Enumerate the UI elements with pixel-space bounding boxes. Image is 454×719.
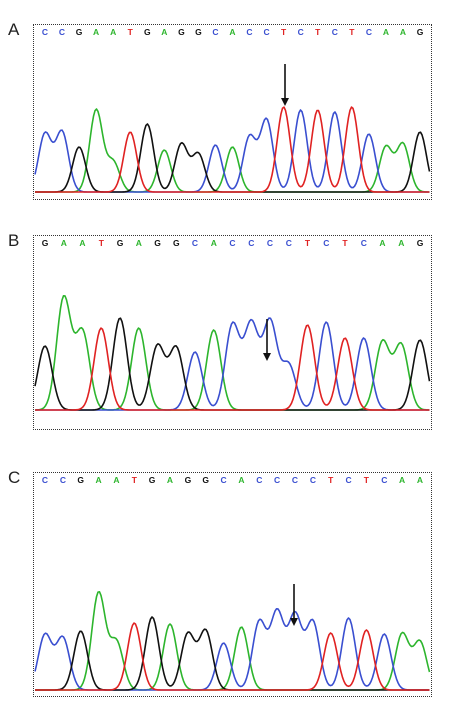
- base-call-label: G: [195, 27, 202, 37]
- base-call-label: G: [76, 27, 83, 37]
- base-call-label: A: [398, 238, 404, 248]
- base-call-label: T: [349, 27, 355, 37]
- base-call-label: C: [264, 27, 270, 37]
- base-call-label: G: [178, 27, 185, 37]
- trace-c: [34, 109, 430, 193]
- base-call-label: T: [305, 238, 311, 248]
- arrow-icon: [290, 618, 298, 626]
- panel-label-a: A: [8, 20, 20, 39]
- trace-a: [35, 108, 430, 193]
- base-call-label: T: [132, 475, 138, 485]
- base-call-label: C: [42, 475, 48, 485]
- base-call-label: A: [93, 27, 99, 37]
- trace-a: [34, 295, 430, 411]
- base-call-label: A: [399, 475, 405, 485]
- base-call-label: C: [248, 238, 254, 248]
- base-call-label: C: [60, 475, 66, 485]
- base-call-label: G: [202, 475, 209, 485]
- base-call-label: A: [136, 238, 142, 248]
- trace-t: [35, 106, 430, 193]
- base-call-label: A: [238, 475, 244, 485]
- base-call-label: A: [417, 475, 423, 485]
- base-call-label: A: [383, 27, 389, 37]
- base-call-label: A: [167, 475, 173, 485]
- base-call-label: C: [42, 27, 48, 37]
- base-call-label: G: [154, 238, 161, 248]
- base-call-label: C: [292, 475, 298, 485]
- base-call-label: T: [364, 475, 370, 485]
- base-call-label: A: [211, 238, 217, 248]
- base-call-label: A: [113, 475, 119, 485]
- trace-t: [35, 324, 430, 411]
- base-call-label: C: [361, 238, 367, 248]
- base-call-label: A: [96, 475, 102, 485]
- base-call-label: C: [286, 238, 292, 248]
- base-call-label: C: [346, 475, 352, 485]
- base-call-label: A: [229, 27, 235, 37]
- base-call-label: G: [144, 27, 151, 37]
- base-call-label: C: [246, 27, 252, 37]
- base-call-label: C: [381, 475, 387, 485]
- base-call-label: G: [42, 238, 49, 248]
- base-call-label: G: [77, 475, 84, 485]
- trace-g: [35, 616, 430, 691]
- panel-b-frame: [33, 235, 432, 430]
- base-call-label: C: [310, 475, 316, 485]
- base-call-label: C: [274, 475, 280, 485]
- base-call-label: C: [229, 238, 235, 248]
- base-call-label: A: [61, 238, 67, 248]
- base-call-label: C: [212, 27, 218, 37]
- panel-label-c: C: [8, 468, 21, 487]
- base-call-label: T: [99, 238, 105, 248]
- base-call-label: C: [256, 475, 262, 485]
- base-call-label: C: [59, 27, 65, 37]
- base-call-label: G: [117, 238, 124, 248]
- panel-a-frame: [33, 24, 432, 200]
- base-call-label: C: [192, 238, 198, 248]
- base-call-label: A: [161, 27, 167, 37]
- base-call-label: A: [379, 238, 385, 248]
- base-call-label: T: [315, 27, 321, 37]
- base-call-label: T: [128, 27, 134, 37]
- base-call-label: C: [267, 238, 273, 248]
- base-call-label: T: [328, 475, 334, 485]
- base-call-label: A: [79, 238, 85, 248]
- panel-label-b: B: [8, 231, 20, 250]
- base-call-label: A: [110, 27, 116, 37]
- arrow-icon: [263, 353, 271, 361]
- base-call-label: G: [417, 238, 424, 248]
- trace-t: [35, 622, 430, 691]
- base-call-label: G: [417, 27, 424, 37]
- base-call-label: A: [400, 27, 406, 37]
- base-call-label: C: [298, 27, 304, 37]
- base-call-label: G: [173, 238, 180, 248]
- base-call-label: T: [342, 238, 348, 248]
- arrow-icon: [281, 98, 289, 106]
- base-call-label: C: [366, 27, 372, 37]
- trace-c: [35, 317, 430, 411]
- base-call-label: C: [332, 27, 338, 37]
- base-call-label: G: [149, 475, 156, 485]
- base-call-label: C: [221, 475, 227, 485]
- base-call-label: G: [185, 475, 192, 485]
- base-call-label: T: [281, 27, 287, 37]
- trace-c: [34, 608, 430, 691]
- base-call-label: C: [323, 238, 329, 248]
